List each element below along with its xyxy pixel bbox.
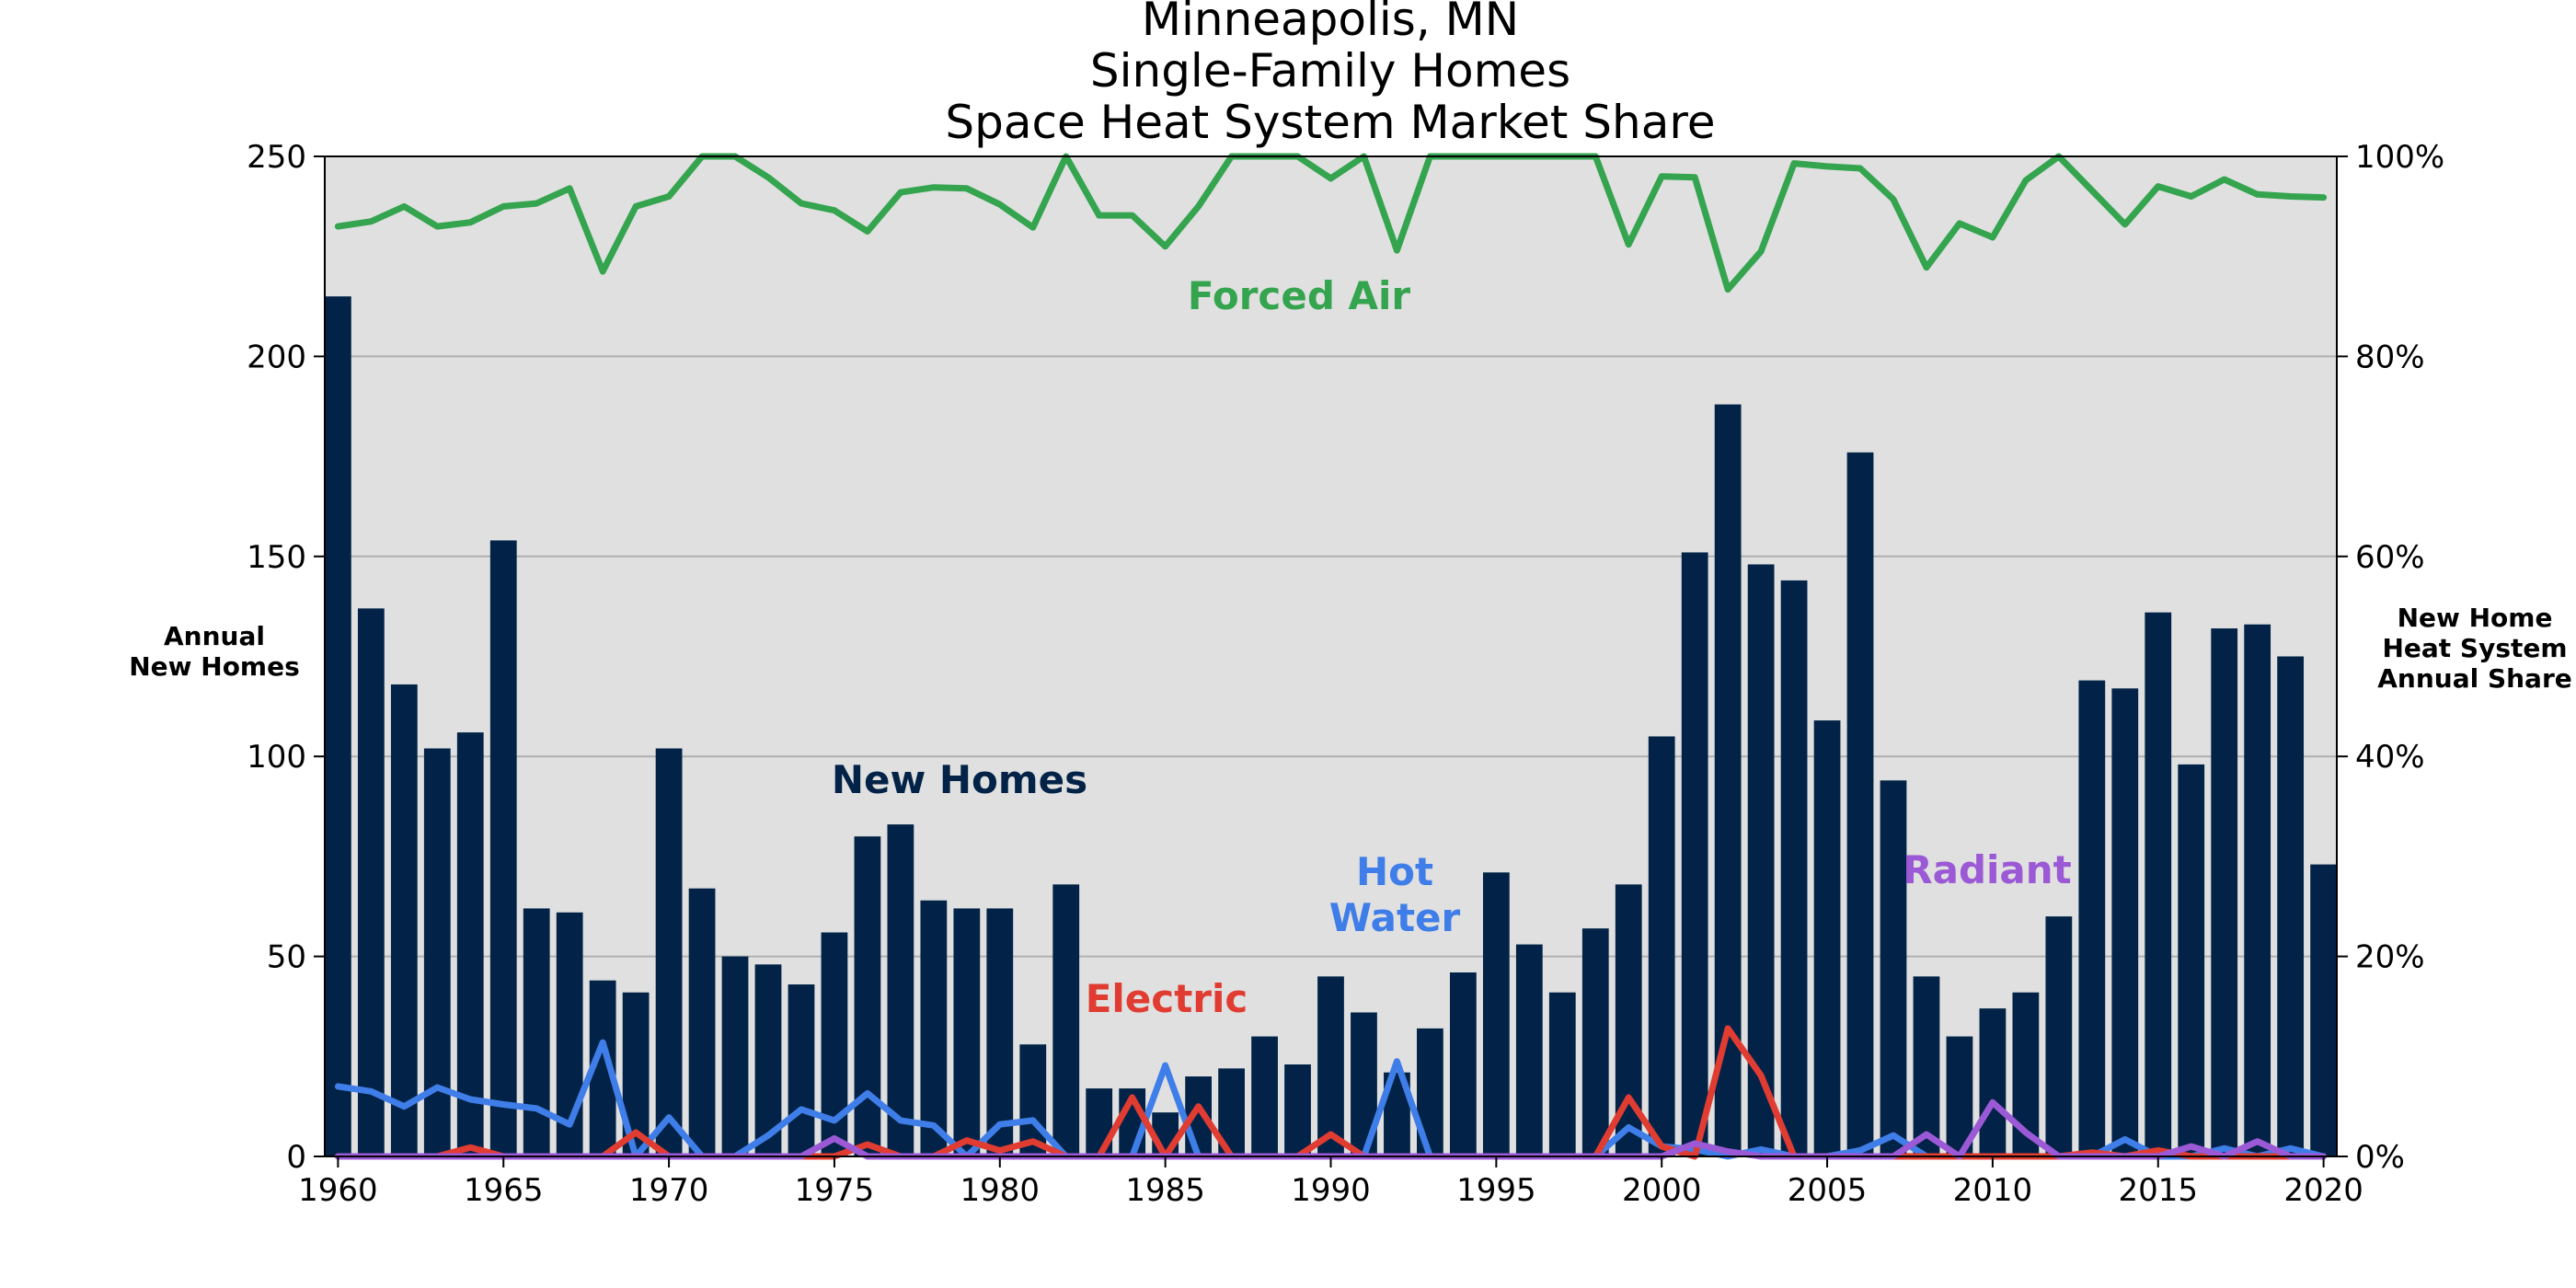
new-homes-label: New Homes	[832, 757, 1087, 802]
y-label-right-line-1: New Home	[2398, 603, 2553, 633]
bar-new-homes-1998	[1581, 928, 1609, 1156]
x-tick-label: 1995	[1456, 1172, 1536, 1209]
bar-new-homes-2019	[2277, 656, 2305, 1156]
y-tick-label-right: 0%	[2355, 1139, 2405, 1176]
bar-new-homes-1976	[854, 836, 881, 1156]
hot-water-label-line-2: Water	[1329, 895, 1461, 940]
y-tick-label-left: 0	[286, 1139, 306, 1176]
x-tick-label: 1985	[1125, 1172, 1205, 1209]
y-tick-label-left: 250	[247, 139, 306, 176]
y-tick-label-right: 20%	[2355, 939, 2425, 976]
x-tick-label: 1965	[464, 1172, 544, 1209]
electric-label: Electric	[1086, 976, 1248, 1021]
bar-series	[325, 296, 2337, 1156]
bar-new-homes-1965	[489, 540, 517, 1156]
bar-new-homes-1962	[390, 684, 418, 1156]
chart-title-line-2: Single-Family Homes	[1090, 44, 1570, 98]
bar-new-homes-1977	[887, 824, 914, 1156]
y-tick-label-right: 80%	[2355, 339, 2425, 375]
y-tick-label-left: 100	[247, 739, 306, 776]
bar-new-homes-1980	[986, 908, 1014, 1156]
chart-title-line-1: Minneapolis, MN	[1142, 0, 1519, 46]
bar-new-homes-1978	[920, 900, 948, 1156]
bar-new-homes-1971	[688, 888, 716, 1156]
y-label-left-line-2: New Homes	[129, 651, 300, 682]
forced-air-label: Forced Air	[1188, 273, 1411, 318]
bar-new-homes-1960	[325, 296, 351, 1156]
y-axis-right: 0% 20% 40% 60% 80% 100%	[2337, 139, 2444, 1176]
bar-new-homes-1970	[655, 748, 683, 1156]
chart-title-line-3: Space Heat System Market Share	[945, 96, 1715, 149]
bar-new-homes-2012	[2045, 916, 2073, 1156]
bar-new-homes-1964	[456, 732, 484, 1156]
bar-new-homes-2013	[2078, 680, 2106, 1156]
bar-new-homes-2020	[2310, 864, 2337, 1156]
bar-new-homes-1997	[1548, 992, 1576, 1156]
line-forced-air	[334, 153, 2328, 293]
bar-new-homes-1961	[357, 608, 385, 1156]
bar-new-homes-2005	[1813, 720, 1841, 1156]
x-tick-label: 1960	[298, 1172, 378, 1209]
bar-new-homes-2000	[1648, 736, 1675, 1156]
y-tick-label-right: 100%	[2355, 139, 2444, 176]
y-label-right-line-2: Heat System	[2382, 633, 2567, 663]
x-tick-label: 1990	[1291, 1172, 1371, 1209]
x-tick-label: 1975	[795, 1172, 875, 1209]
x-tick-label: 2010	[1953, 1172, 2033, 1209]
bar-new-homes-2007	[1880, 780, 1907, 1156]
bar-new-homes-2015	[2145, 612, 2172, 1156]
y-tick-label-left: 200	[247, 339, 306, 375]
bar-new-homes-1972	[721, 956, 749, 1156]
bar-new-homes-1966	[523, 908, 550, 1156]
bar-new-homes-1981	[1019, 1044, 1047, 1156]
x-tick-label: 2000	[1622, 1172, 1702, 1209]
bar-new-homes-1994	[1449, 972, 1477, 1156]
y-axis-left: 0 50 100 150 200 250	[247, 139, 325, 1176]
x-tick-label: 2020	[2283, 1172, 2363, 1209]
x-tick-label: 2005	[1788, 1172, 1868, 1209]
bar-new-homes-2014	[2111, 688, 2139, 1156]
bar-new-homes-1988	[1251, 1036, 1278, 1156]
bar-new-homes-1995	[1482, 872, 1510, 1156]
y-tick-label-left: 150	[247, 539, 306, 576]
x-axis: 1960 1965 1970 1975 1980 1985 1990 1995 2000 2005…	[298, 1156, 2363, 1209]
radiant-label: Radiant	[1903, 847, 2071, 892]
x-tick-label: 2015	[2118, 1172, 2198, 1209]
bar-new-homes-2017	[2211, 628, 2238, 1156]
x-tick-label: 1980	[960, 1172, 1041, 1209]
y-tick-label-right: 60%	[2355, 539, 2425, 576]
hot-water-label-line-1: Hot	[1356, 849, 1433, 894]
bar-new-homes-2001	[1681, 552, 1708, 1156]
bar-new-homes-2004	[1780, 580, 1808, 1156]
x-tick-label: 1970	[629, 1172, 709, 1209]
bar-new-homes-1990	[1317, 976, 1344, 1156]
bar-new-homes-2018	[2244, 624, 2271, 1156]
y-tick-label-right: 40%	[2355, 739, 2425, 776]
bar-new-homes-1979	[953, 908, 981, 1156]
bar-new-homes-1974	[788, 984, 815, 1156]
y-label-right-line-3: Annual Share	[2377, 663, 2572, 694]
bar-new-homes-1989	[1284, 1064, 1311, 1156]
y-tick-label-left: 50	[267, 939, 306, 976]
y-label-left-line-1: Annual	[164, 621, 265, 651]
bar-new-homes-2016	[2178, 764, 2205, 1156]
bar-new-homes-2006	[1846, 452, 1874, 1156]
bar-new-homes-1982	[1052, 884, 1080, 1156]
bar-new-homes-1996	[1515, 944, 1543, 1156]
bar-new-homes-1967	[556, 912, 583, 1156]
bar-new-homes-2008	[1913, 976, 1940, 1156]
bar-new-homes-2010	[1979, 1008, 2007, 1156]
